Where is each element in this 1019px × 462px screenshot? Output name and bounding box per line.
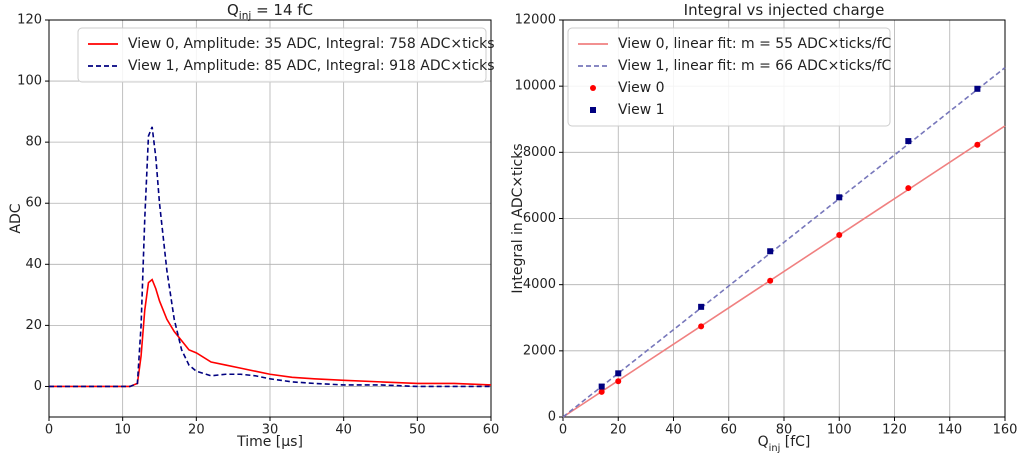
data-point <box>698 323 705 330</box>
chart-title: Qinj = 14 fC <box>227 1 313 23</box>
plot-frame <box>48 19 492 418</box>
y-tick-label: 8000 <box>523 145 556 160</box>
y-tick-label: 40 <box>25 257 42 272</box>
y-tick-label: 100 <box>17 74 42 89</box>
y-tick-label: 80 <box>25 135 42 150</box>
x-tick-label: 10 <box>114 423 131 438</box>
data-point <box>905 138 912 145</box>
x-tick-label: 80 <box>776 423 793 438</box>
legend-label: View 1, linear fit: m = 66 ADC×ticks/fC <box>618 58 892 74</box>
x-tick-label: 50 <box>409 423 426 438</box>
y-tick-label: 0 <box>34 379 42 394</box>
x-axis-label-part: Q <box>758 434 769 450</box>
legend-label: View 1 <box>618 102 665 118</box>
y-tick-label: 12000 <box>515 13 556 28</box>
data-point <box>598 388 605 395</box>
y-axis-label: ADC <box>8 203 24 233</box>
data-point <box>836 232 843 239</box>
data-point <box>698 303 705 310</box>
y-tick-label: 20 <box>25 318 42 333</box>
data-point <box>615 370 622 377</box>
x-tick-label: 140 <box>937 423 962 438</box>
x-tick-label: 60 <box>720 423 737 438</box>
plot-frame <box>562 19 1006 418</box>
x-tick-label: 30 <box>262 423 279 438</box>
x-tick-label: 0 <box>45 423 53 438</box>
legend-label: View 1, Amplitude: 85 ADC, Integral: 918… <box>128 58 495 74</box>
x-axis-label: Qinj [fC] <box>758 434 811 454</box>
legend-box <box>77 27 487 83</box>
x-tick-label: 100 <box>827 423 852 438</box>
data-point <box>974 141 981 148</box>
data-point <box>836 194 843 201</box>
y-axis-label: Integral in ADC×ticks <box>510 143 526 293</box>
y-tick-label: 120 <box>17 13 42 28</box>
x-axis-label-part: [fC] <box>780 434 810 450</box>
x-tick-label: 60 <box>483 423 500 438</box>
legend-key <box>590 107 596 113</box>
y-tick-label: 10000 <box>515 79 556 94</box>
data-point <box>598 383 605 390</box>
legend-key <box>590 85 596 91</box>
y-tick-label: 2000 <box>523 343 556 358</box>
y-tick-label: 0 <box>548 410 556 425</box>
legend-box <box>567 27 891 127</box>
series-line <box>49 126 491 388</box>
legend-label: View 0, linear fit: m = 55 ADC×ticks/fC <box>618 36 892 52</box>
legend-label: View 0 <box>618 80 665 96</box>
x-tick-label: 120 <box>882 423 907 438</box>
data-point <box>615 378 622 385</box>
chart-title-part: Integral vs injected charge <box>684 1 885 19</box>
data-point <box>767 277 774 284</box>
chart-title-part: inj <box>239 10 252 22</box>
chart-title-part: Q <box>227 1 239 19</box>
x-tick-label: 160 <box>993 423 1018 438</box>
series-line <box>562 125 1006 418</box>
chart-title: Integral vs injected charge <box>684 1 885 19</box>
x-tick-label: 20 <box>610 423 627 438</box>
x-tick-label: 20 <box>188 423 205 438</box>
x-tick-label: 40 <box>335 423 352 438</box>
x-tick-label: 0 <box>559 423 567 438</box>
x-axis-label: Time [µs] <box>236 434 303 450</box>
legend-label: View 0, Amplitude: 35 ADC, Integral: 758… <box>128 36 495 52</box>
y-tick-label: 4000 <box>523 277 556 292</box>
data-point <box>905 185 912 192</box>
data-point <box>767 248 774 255</box>
data-point <box>974 85 981 92</box>
series-line <box>562 67 1006 418</box>
chart-title-part: = 14 fC <box>251 1 313 19</box>
y-tick-label: 60 <box>25 196 42 211</box>
y-tick-label: 6000 <box>523 211 556 226</box>
x-tick-label: 40 <box>665 423 682 438</box>
x-axis-label-part: inj <box>769 443 781 454</box>
